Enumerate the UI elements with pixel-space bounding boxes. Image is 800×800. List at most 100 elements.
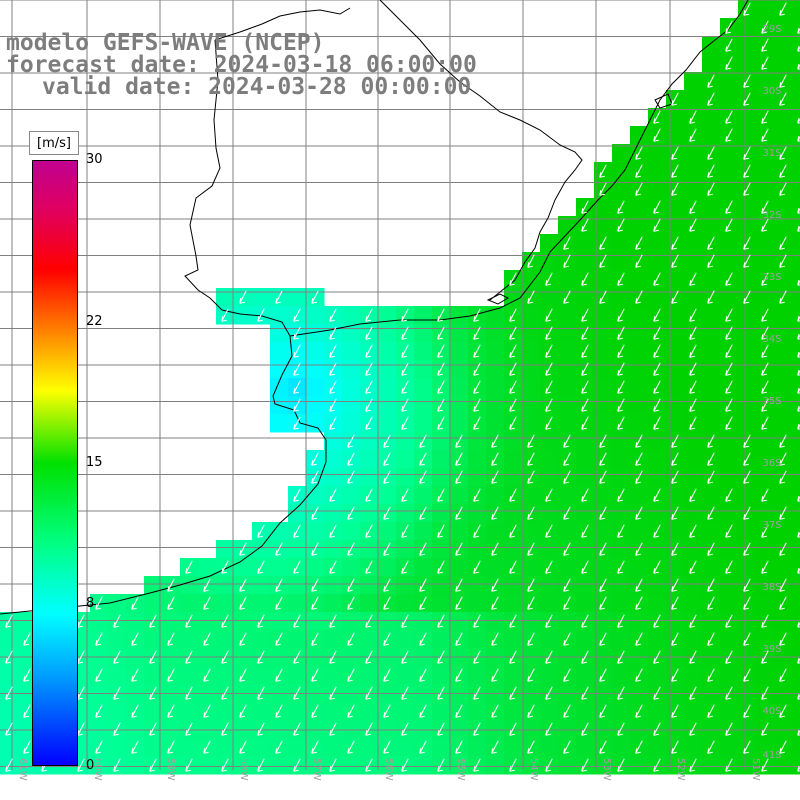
wind-cell [684, 504, 703, 523]
wind-arrow [671, 506, 679, 520]
wind-arrow [239, 632, 247, 646]
wind-arrow [275, 578, 283, 592]
wind-cell [108, 702, 127, 721]
wind-arrow [797, 621, 800, 628]
wind-arrow [437, 380, 445, 394]
wind-arrow [617, 272, 625, 286]
wind-arrow [725, 128, 733, 142]
wind-cell [792, 0, 800, 19]
wind-arrow [185, 560, 193, 574]
wind-cell [702, 414, 721, 433]
wind-arrow [437, 524, 445, 538]
wind-cell [594, 198, 613, 217]
wind-arrow [635, 434, 643, 448]
wind-arrow [257, 758, 265, 772]
wind-cell [792, 666, 800, 685]
wind-cell [342, 522, 361, 541]
wind-arrow [545, 398, 553, 412]
lat-label: 30S [762, 86, 781, 97]
wind-cell [252, 288, 271, 307]
wind-cell [216, 594, 235, 613]
wind-arrow [725, 56, 733, 70]
wind-cell [432, 738, 451, 757]
wind-cell [378, 756, 397, 775]
wind-cell [792, 720, 800, 739]
wind-arrow [653, 524, 661, 538]
wind-cell [558, 378, 577, 397]
wind-arrow [311, 578, 319, 592]
wind-arrow [725, 488, 733, 502]
wind-arrow [203, 704, 211, 718]
lon-label: 59W [165, 758, 176, 781]
wind-arrow [383, 668, 391, 682]
wind-arrow [437, 650, 445, 664]
lon-label: 52W [675, 758, 686, 781]
wind-arrow [797, 657, 800, 664]
wind-arrow [347, 542, 355, 556]
wind-cell [288, 594, 307, 613]
wind-cell [720, 540, 739, 559]
wind-cell [432, 540, 451, 559]
wind-cell [738, 756, 757, 775]
wind-cell [486, 324, 505, 343]
wind-arrow [509, 272, 517, 286]
wind-cell [774, 522, 793, 541]
wind-arrow [473, 326, 481, 340]
wind-cell [270, 720, 289, 739]
wind-arrow [329, 614, 337, 628]
wind-arrow [689, 398, 697, 412]
wind-arrow [635, 290, 643, 304]
lon-label: 56W [383, 758, 394, 781]
wind-cell [306, 414, 325, 433]
wind-cell [432, 468, 451, 487]
wind-arrow [743, 578, 751, 592]
wind-cell [342, 486, 361, 505]
wind-arrow [599, 740, 607, 754]
wind-cell [576, 468, 595, 487]
wind-arrow [95, 668, 103, 682]
wind-arrow [617, 560, 625, 574]
wind-cell [666, 396, 685, 415]
wind-arrow [509, 524, 517, 538]
lat-label: 29S [762, 24, 781, 35]
wind-cell [414, 306, 433, 325]
wind-cell [378, 720, 397, 739]
wind-arrow [707, 578, 715, 592]
wind-arrow [455, 542, 463, 556]
wind-arrow [779, 254, 787, 268]
wind-cell [126, 612, 145, 631]
wind-cell [792, 450, 800, 469]
wind-arrow [707, 506, 715, 520]
lat-label: 40S [762, 706, 781, 717]
wind-cell [108, 738, 127, 757]
wind-arrow [761, 326, 769, 340]
wind-arrow [599, 506, 607, 520]
wind-cell [144, 576, 163, 595]
wind-arrow [761, 560, 769, 574]
wind-arrow [329, 686, 337, 700]
wind-arrow [239, 668, 247, 682]
wind-arrow [383, 740, 391, 754]
colorbar-tick-label: 15 [86, 455, 103, 470]
wind-cell [342, 612, 361, 631]
wind-arrow [797, 495, 800, 502]
wind-cell [270, 612, 289, 631]
wind-arrow [779, 470, 787, 484]
wind-cell [288, 288, 307, 307]
wind-arrow [527, 542, 535, 556]
wind-cell [720, 432, 739, 451]
wind-arrow [293, 380, 301, 394]
wind-cell [450, 558, 469, 577]
wind-cell [504, 504, 523, 523]
wind-cell [360, 630, 379, 649]
wind-arrow [491, 740, 499, 754]
wind-cell [612, 144, 631, 163]
wind-cell [648, 738, 667, 757]
wind-cell [180, 594, 199, 613]
wind-arrow [221, 686, 229, 700]
wind-arrow [149, 614, 157, 628]
wind-arrow [743, 92, 751, 106]
wind-cell [0, 702, 19, 721]
wind-arrow [671, 452, 679, 466]
wind-cell [756, 432, 775, 451]
